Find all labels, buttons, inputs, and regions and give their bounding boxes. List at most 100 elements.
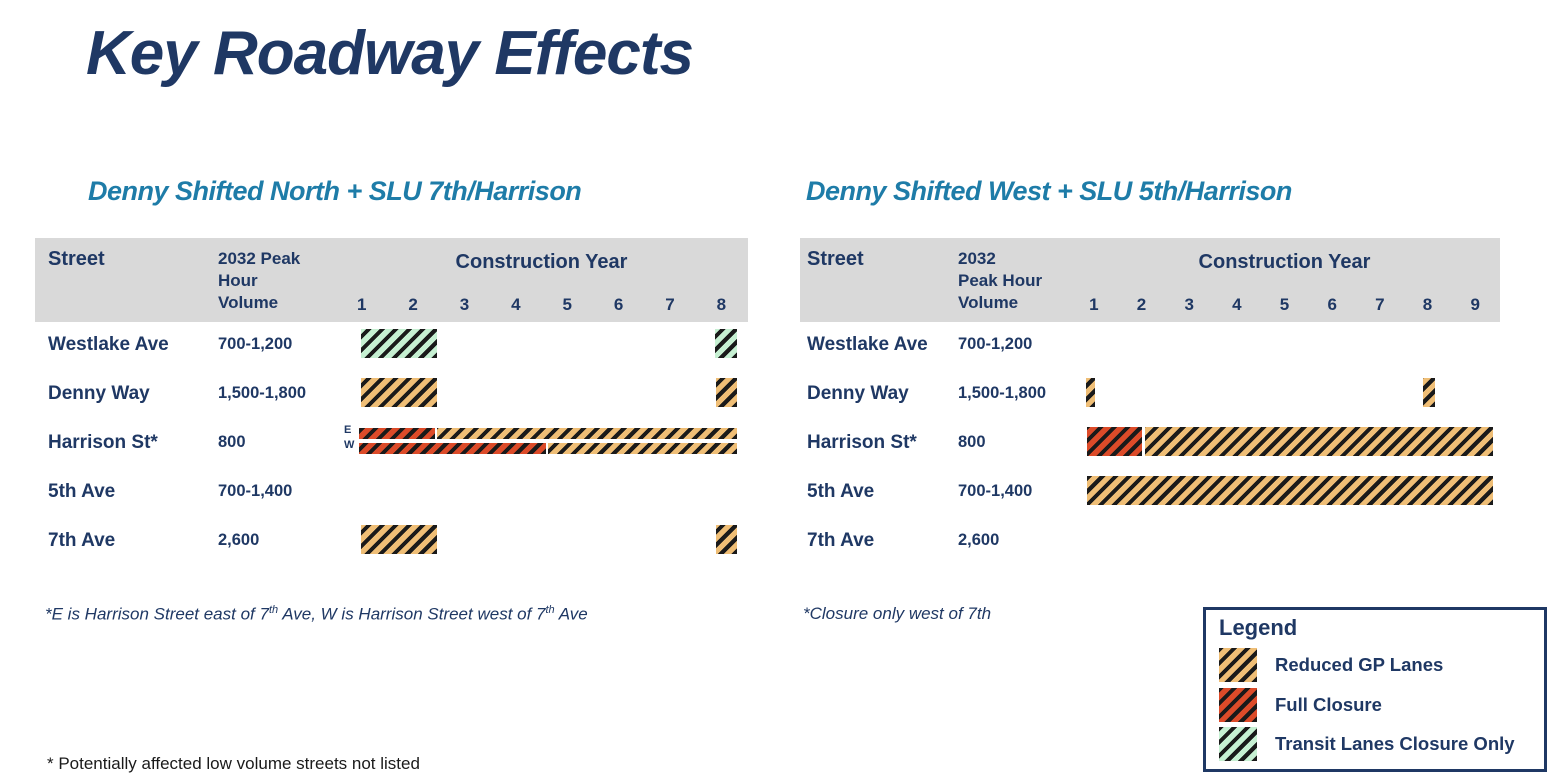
year-label: 3: [459, 295, 470, 314]
bars-area: [336, 518, 747, 567]
table-row: Denny Way 1,500-1,800: [35, 371, 748, 420]
volume-value: 700-1,400: [958, 482, 1033, 500]
table-row: 7th Ave 2,600: [800, 518, 1500, 567]
street-label: 7th Ave: [48, 530, 116, 551]
legend-label: Full Closure: [1275, 693, 1382, 715]
superscript: th: [545, 604, 555, 616]
left-table: Street 2032 Peak Hour Volume Constructio…: [35, 238, 748, 567]
bars-area: [336, 469, 747, 518]
construction-year-header: Construction Year: [455, 251, 628, 273]
year-label: 7: [1375, 295, 1385, 314]
bars-area: [336, 371, 747, 420]
legend-label: Transit Lanes Closure Only: [1275, 733, 1515, 754]
volume-column-header: 2032 Peak Hour Volume: [958, 249, 1043, 312]
year-label: 6: [1327, 295, 1337, 314]
year-label: 8: [716, 295, 727, 314]
volume-value: 1,500-1,800: [218, 384, 307, 402]
right-table-body: Westlake Ave 700-1,200 Denny Way 1,500-1,80…: [800, 322, 1500, 567]
right-table: Street 2032 Peak Hour Volume Constructio…: [800, 238, 1500, 567]
volume-column-header: 2032 Peak Hour Volume: [218, 249, 301, 312]
legend-swatch-gp: [1219, 648, 1257, 682]
table-row: Westlake Ave 700-1,200: [35, 322, 748, 371]
superscript: th: [268, 604, 279, 616]
legend-item: Full Closure: [1219, 687, 1382, 722]
volume-value: 2,600: [218, 531, 260, 549]
closure-bar-gp: [548, 443, 738, 454]
table-row: Harrison St* 800: [800, 420, 1500, 469]
footnote-text: Ave, W is Harrison Street west of 7: [278, 604, 546, 624]
closure-bar-full: [1087, 427, 1143, 456]
volume-value: 700-1,200: [218, 335, 293, 353]
volume-value: 1,500-1,800: [958, 384, 1047, 402]
street-column-header: Street: [807, 248, 864, 270]
bars-area: [1070, 518, 1499, 567]
year-label: 4: [1232, 295, 1242, 314]
left-table-header: Street 2032 Peak Hour Volume Constructio…: [35, 238, 748, 322]
street-label: Westlake Ave: [48, 334, 169, 355]
harrison-east-west-footnote: *E is Harrison Street east of 7th Ave, W…: [45, 604, 588, 625]
year-label: 8: [1422, 295, 1433, 314]
year-label: 6: [613, 295, 624, 314]
closure-bar-gp: [361, 525, 438, 554]
table-row: 7th Ave 2,600: [35, 518, 748, 567]
legend-swatch-full: [1219, 687, 1257, 722]
volume-value: 2,600: [958, 531, 1000, 549]
street-label: Harrison St*: [48, 432, 158, 453]
legend-box: Legend Reduced GP Lanes Full Closure Trans…: [1203, 607, 1547, 772]
volume-value: 800: [218, 433, 246, 451]
year-label: 1: [356, 295, 367, 314]
bars-area: [1070, 420, 1499, 469]
bars-area: [1070, 322, 1499, 371]
street-label: Harrison St*: [807, 432, 917, 453]
volume-value: 700-1,200: [958, 335, 1033, 353]
table-row: Denny Way 1,500-1,800: [800, 371, 1500, 420]
closure-bar-full: [359, 443, 547, 454]
closure-bar-gp: [1087, 476, 1493, 505]
closure-bar-transit: [714, 329, 738, 358]
closure-bar-gp: [1085, 378, 1095, 407]
legend-swatch-transit: [1219, 727, 1257, 761]
left-chart-title: Denny Shifted North + SLU 7th/Harrison: [88, 176, 582, 206]
street-label: 5th Ave: [807, 481, 875, 502]
street-column-header: Street: [48, 248, 105, 270]
footnote-text: Ave: [554, 604, 588, 624]
year-labels-row: 1 2 3 4 5 6 7 8: [336, 295, 747, 315]
street-label: 7th Ave: [807, 530, 875, 551]
legend-title: Legend: [1219, 615, 1298, 640]
volume-value: 800: [958, 433, 986, 451]
closure-bar-gp: [716, 525, 738, 554]
year-label: 1: [1089, 295, 1099, 314]
table-row: Westlake Ave 700-1,200: [800, 322, 1500, 371]
year-label: 4: [511, 295, 521, 314]
closure-bar-gp: [1423, 378, 1436, 407]
street-label: Denny Way: [807, 383, 909, 404]
street-label: Westlake Ave: [807, 334, 928, 355]
right-table-header: Street 2032 Peak Hour Volume Constructio…: [800, 238, 1500, 322]
footnote-text: *Closure only west of 7th: [803, 604, 992, 623]
closure-bar-gp: [437, 428, 738, 439]
closure-bar-transit: [361, 329, 438, 358]
table-row: 5th Ave 700-1,400: [800, 469, 1500, 518]
year-label: 2: [408, 295, 418, 314]
legend-item: Reduced GP Lanes: [1219, 648, 1443, 682]
year-label: 5: [1279, 295, 1290, 314]
page-title: Key Roadway Effects: [86, 19, 694, 88]
volume-value: 700-1,400: [218, 482, 293, 500]
year-label: 3: [1184, 295, 1194, 314]
closure-west-footnote: *Closure only west of 7th: [803, 604, 991, 624]
year-labels-row: 1 2 3 4 5 6 7 8 9: [1070, 295, 1499, 315]
closure-bar-full: [359, 428, 436, 439]
year-label: 5: [562, 295, 572, 314]
bars-area: [1070, 469, 1499, 518]
year-label: 2: [1136, 295, 1147, 314]
closure-bar-gp: [1145, 427, 1493, 456]
table-row: Harrison St* 800 E W: [35, 420, 748, 469]
low-volume-streets-footnote: * Potentially affected low volume street…: [47, 754, 420, 773]
footnote-text: *E is Harrison Street east of 7: [45, 604, 269, 624]
year-label: 7: [665, 295, 675, 314]
bars-area: [1070, 371, 1499, 420]
closure-bar-gp: [716, 378, 738, 407]
right-chart-title: Denny Shifted West + SLU 5th/Harrison: [806, 176, 1292, 206]
